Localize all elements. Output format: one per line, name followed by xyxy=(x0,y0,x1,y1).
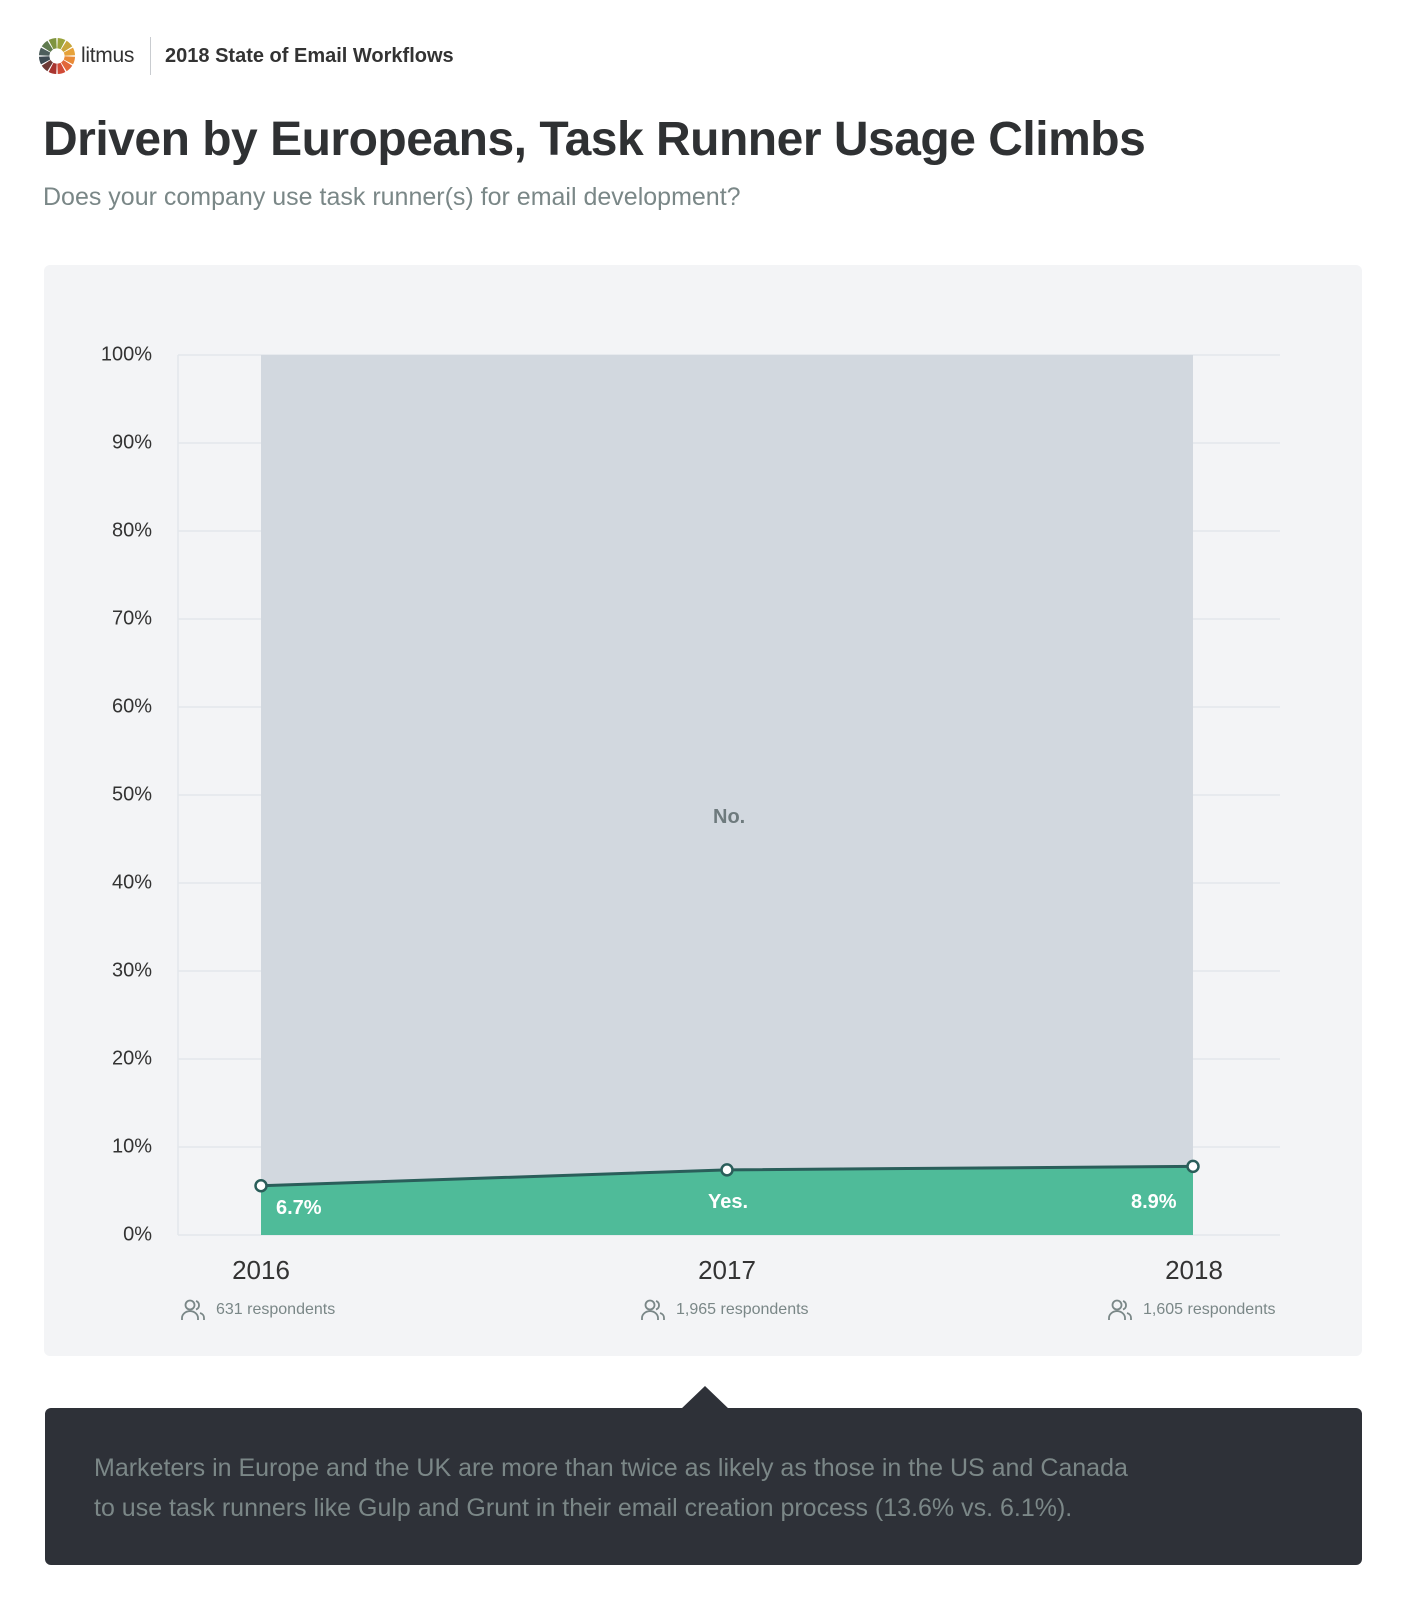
y-tick-label: 20% xyxy=(111,1047,152,1070)
y-tick-label: 10% xyxy=(111,1135,152,1158)
respondents-count: 631 respondents xyxy=(216,1301,336,1318)
header-divider xyxy=(150,37,152,75)
y-tick-label: 60% xyxy=(111,695,152,718)
x-label-2016: 2016 xyxy=(232,1255,290,1285)
y-tick-label: 0% xyxy=(123,1223,152,1246)
litmus-logo-icon xyxy=(38,37,76,75)
callout-pointer xyxy=(680,1386,730,1410)
report-header: litmus 2018 State of Email Workflows xyxy=(38,36,454,76)
callout-text: Marketers in Europe and the UK are more … xyxy=(94,1448,1294,1528)
callout-line-2: to use task runners like Gulp and Grunt … xyxy=(94,1494,1073,1522)
y-tick-label: 80% xyxy=(111,519,152,542)
page-subtitle: Does your company use task runner(s) for… xyxy=(43,183,741,211)
people-icon xyxy=(641,1299,665,1320)
respondents-2017: 1,965 respondents xyxy=(640,1299,809,1321)
y-tick-label: 40% xyxy=(111,871,152,894)
callout-line-1: Marketers in Europe and the UK are more … xyxy=(94,1454,1128,1482)
insight-callout: Marketers in Europe and the UK are more … xyxy=(45,1408,1362,1565)
data-label-2018: 8.9% xyxy=(1131,1191,1177,1213)
yes-series-label: Yes. xyxy=(708,1191,749,1213)
respondents-count: 1,965 respondents xyxy=(676,1301,809,1318)
people-icon xyxy=(181,1299,205,1320)
page-title: Driven by Europeans, Task Runner Usage C… xyxy=(43,113,1146,166)
y-tick-label: 50% xyxy=(111,783,152,806)
x-label-2017: 2017 xyxy=(698,1255,756,1285)
respondents-2018: 1,605 respondents xyxy=(1107,1299,1276,1321)
y-tick-label: 100% xyxy=(100,343,152,366)
report-title: 2018 State of Email Workflows xyxy=(165,44,454,67)
respondents-count: 1,605 respondents xyxy=(1143,1301,1276,1318)
no-series-label: No. xyxy=(713,806,746,828)
x-label-2018: 2018 xyxy=(1165,1255,1223,1285)
area-chart xyxy=(177,354,1280,1236)
data-label-2016: 6.7% xyxy=(276,1197,322,1219)
respondents-2016: 631 respondents xyxy=(180,1299,335,1321)
brand-name: litmus xyxy=(81,44,135,67)
y-tick-label: 70% xyxy=(111,607,152,630)
y-tick-label: 30% xyxy=(111,959,152,982)
people-icon xyxy=(1108,1299,1132,1320)
chart-panel: 100% 90% 80% 70% 60% 50% 40% 30% 20% 10% 0% No. 6.… xyxy=(44,265,1362,1356)
y-tick-label: 90% xyxy=(111,431,152,454)
